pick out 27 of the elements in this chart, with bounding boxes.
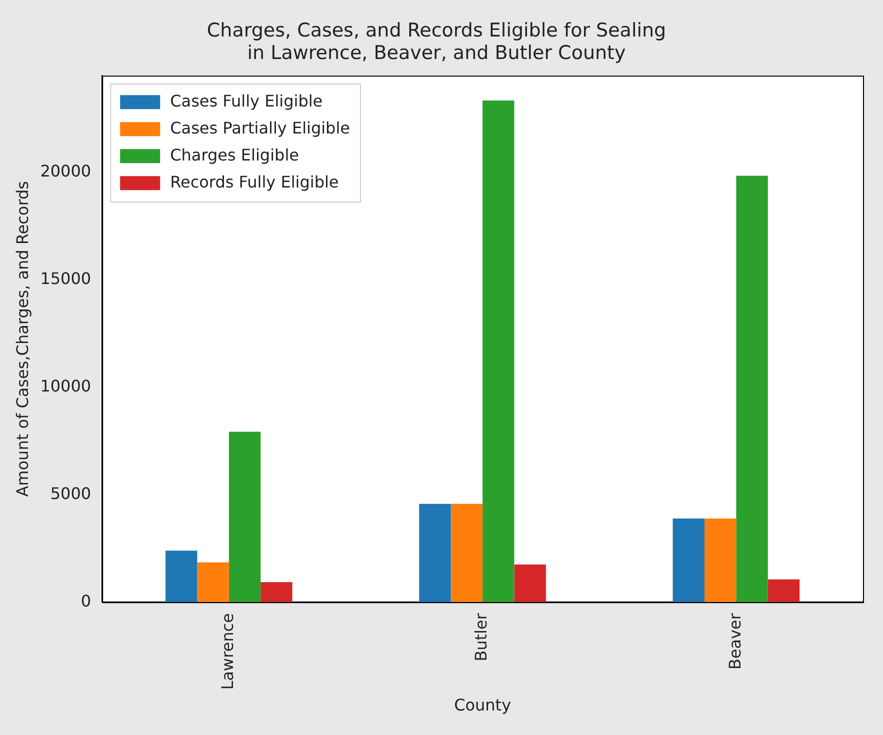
legend-label: Cases Fully Eligible [170,91,323,110]
y-tick-label: 20000 [40,161,92,180]
x-tick-label: Beaver [725,612,744,670]
chart-title: Charges, Cases, and Records Eligible for Sealing in Lawrence, Beaver, and Butler County [206,19,666,64]
y-tick-label: 0 [80,591,92,610]
y-tick-label: 15000 [40,268,92,288]
bar [166,550,198,602]
bar [482,100,514,602]
x-tick-label: Lawrence [218,613,238,690]
x-tick-label: Butler [472,612,491,662]
bar [672,518,704,602]
bar [736,176,768,602]
bar [450,504,483,602]
legend-label: Charges Eligible [170,145,299,164]
y-axis-title: Amount of Cases,Charges, and Records [12,180,32,497]
bar [197,562,229,602]
bar [704,518,736,602]
bar [419,504,451,602]
legend-label: Cases Partially Eligible [170,118,350,138]
bar [228,432,261,602]
x-axis-title: County [454,696,512,715]
bar [768,579,800,602]
y-tick-label: 10000 [40,376,92,396]
y-tick-label: 5000 [50,484,92,503]
bar [260,582,292,602]
legend-label: Records Fully Eligible [170,172,339,192]
bar [514,564,546,602]
